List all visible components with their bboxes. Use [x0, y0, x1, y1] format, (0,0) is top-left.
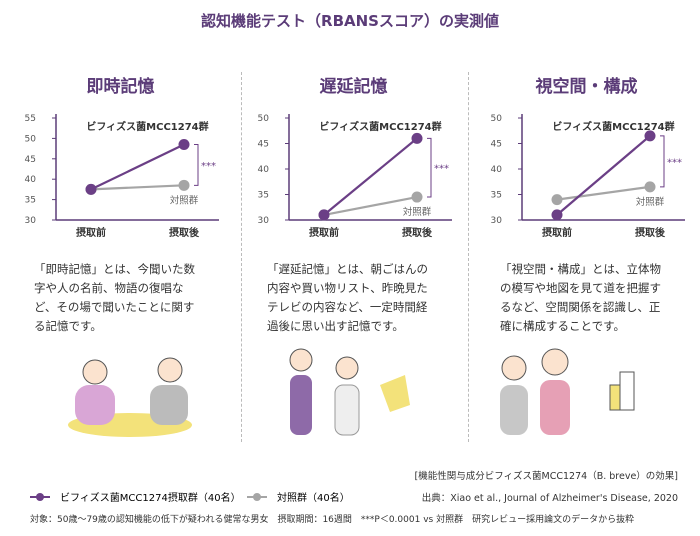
legend-dot — [253, 493, 261, 501]
y-tick-label: 45 — [258, 140, 269, 150]
note: 対象：50歳〜79歳の認知機能の低下が疑われる健常な男女 摂取期間：16週間 *… — [30, 515, 635, 525]
separator — [241, 72, 242, 442]
data-point — [178, 179, 190, 191]
data-point — [178, 139, 190, 151]
source: 出典：Xiao et al., Journal of Alzheimer's D… — [421, 493, 678, 504]
y-tick-label: 40 — [25, 175, 37, 185]
series-line — [323, 137, 418, 216]
x-tick-label: 摂取後 — [402, 226, 433, 239]
y-tick-label: 45 — [491, 140, 502, 150]
legend-dot — [36, 493, 44, 501]
series-label: ビフィズス菌MCC1274群 — [552, 120, 674, 133]
y-tick-label: 30 — [258, 216, 270, 226]
series-label: ビフィズス菌MCC1274群 — [86, 120, 208, 133]
annotation: *** — [434, 164, 449, 175]
y-tick-label: 50 — [25, 134, 37, 144]
y-tick-label: 45 — [25, 155, 36, 165]
series-line — [556, 135, 651, 216]
annotation: *** — [667, 157, 682, 168]
chart-title: 遅延記憶 — [319, 77, 388, 97]
x-tick-label: 摂取前 — [309, 226, 339, 239]
x-tick-label: 摂取前 — [542, 226, 572, 239]
data-point — [644, 130, 656, 142]
y-tick-label: 35 — [491, 191, 502, 201]
series-line — [323, 195, 418, 216]
y-tick-label: 50 — [258, 114, 270, 124]
significance-bracket — [660, 135, 665, 188]
significance-bracket — [194, 144, 199, 186]
chart-title: 視空間・構成 — [535, 77, 638, 97]
chart-description: 「視空間・構成」とは、立体物の模写や地図を見て道を把握するなど、空間関係を認識し… — [500, 262, 661, 333]
y-tick-label: 40 — [258, 165, 270, 175]
legend-label: 対照群（40名） — [277, 491, 350, 504]
y-tick-label: 30 — [491, 216, 503, 226]
data-point — [551, 209, 563, 221]
data-point — [85, 183, 97, 195]
data-point — [644, 181, 656, 193]
series-label: ビフィズス菌MCC1274群 — [319, 120, 441, 133]
y-tick-label: 55 — [25, 114, 36, 124]
series-label: 対照群 — [170, 194, 199, 206]
y-tick-label: 40 — [491, 165, 503, 175]
y-tick-label: 35 — [258, 191, 269, 201]
legend-label: ビフィズス菌MCC1274摂取群（40名） — [60, 491, 241, 504]
chart-description: 「遅延記憶」とは、朝ごはんの内容や買い物リスト、昨晩見たテレビの内容など、一定時… — [267, 262, 428, 333]
illustration — [68, 348, 635, 437]
caption: [機能性関与成分ビフィズス菌MCC1274（B. breve）の効果] — [414, 471, 678, 482]
page-title: 認知機能テスト（RBANSスコア）の実測値 — [201, 12, 499, 30]
series-label: 対照群 — [403, 206, 432, 218]
data-point — [411, 191, 423, 203]
y-tick-label: 50 — [491, 114, 503, 124]
annotation: *** — [201, 161, 216, 172]
series-label: 対照群 — [636, 196, 665, 208]
significance-bracket — [427, 137, 432, 198]
separator — [468, 72, 469, 442]
chart-description: 「即時記憶」とは、今聞いた数字や人の名前、物語の復唱など、その場で聞いたことに関… — [34, 262, 195, 333]
data-point — [551, 194, 563, 206]
x-tick-label: 摂取後 — [169, 226, 200, 239]
series-line — [90, 143, 185, 191]
x-tick-label: 摂取前 — [76, 226, 106, 239]
data-point — [411, 132, 423, 144]
chart-title: 即時記憶 — [86, 77, 155, 97]
series-line — [90, 184, 185, 191]
y-tick-label: 30 — [25, 216, 37, 226]
x-tick-label: 摂取後 — [635, 226, 666, 239]
series-line — [556, 185, 651, 201]
y-tick-label: 35 — [25, 196, 36, 206]
data-point — [318, 209, 330, 221]
